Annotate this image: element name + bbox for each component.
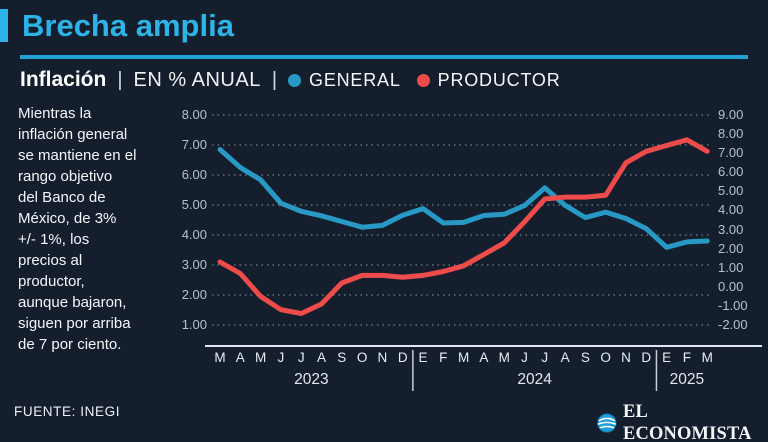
- x-axis-month-label: J: [541, 350, 549, 365]
- source-credit: FUENTE: INEGI: [14, 404, 121, 419]
- publisher-logo: EL ECONOMISTA: [597, 401, 768, 442]
- y-axis-tick-right: 2.00: [718, 240, 744, 256]
- x-axis-month-label: A: [316, 350, 326, 365]
- y-axis-tick-right: 0.00: [718, 278, 744, 294]
- x-axis-month-label: S: [337, 350, 347, 365]
- y-axis-tick-right: 7.00: [718, 145, 744, 161]
- series-line-general: [217, 147, 710, 250]
- el-economista-globe-icon: [597, 413, 617, 433]
- y-axis-tick-left: 3.00: [181, 257, 207, 272]
- x-axis-month-label: S: [580, 350, 590, 365]
- y-axis-tick-left: 4.00: [181, 227, 207, 242]
- x-axis-month-label: J: [521, 350, 528, 365]
- y-axis-tick-right: 9.00: [718, 107, 744, 122]
- general-legend-dot-icon: [288, 73, 302, 87]
- y-axis-tick-right: 6.00: [718, 164, 744, 180]
- series-line-productor: [217, 137, 710, 316]
- y-axis-tick-left: 2.00: [181, 287, 207, 302]
- x-axis-month-label: J: [297, 350, 305, 365]
- x-axis-month-label: M: [498, 350, 510, 365]
- y-axis-tick-right: 4.00: [718, 202, 744, 218]
- title-underline: [20, 55, 748, 59]
- y-axis-tick-right: -2.00: [718, 317, 748, 332]
- x-axis-month-label: O: [600, 350, 611, 365]
- x-axis-month-label: E: [662, 350, 672, 365]
- chart-legend: GENERAL PRODUCTOR: [288, 70, 577, 91]
- legend-item-general: GENERAL: [288, 70, 401, 91]
- x-axis-month-label: E: [418, 350, 428, 365]
- x-axis-month-label: N: [377, 350, 388, 365]
- y-axis-tick-right: 5.00: [718, 183, 744, 199]
- x-axis-month-label: J: [277, 350, 285, 365]
- y-axis-tick-right: -1.00: [718, 297, 748, 313]
- legend-label: PRODUCTOR: [437, 69, 561, 90]
- x-axis-month-label: M: [214, 350, 226, 365]
- x-axis-year-label: 2025: [669, 371, 705, 388]
- page-title: Brecha amplia: [22, 8, 234, 43]
- y-axis-tick-right: 8.00: [718, 126, 744, 142]
- publisher-name: EL ECONOMISTA: [622, 401, 752, 442]
- x-axis-month-label: M: [254, 350, 267, 365]
- x-axis-month-label: D: [641, 350, 652, 365]
- y-axis-tick-left: 8.00: [181, 107, 207, 122]
- legend-label: GENERAL: [309, 69, 401, 90]
- y-axis-tick-left: 6.00: [181, 167, 207, 182]
- subtitle-separator: |: [117, 68, 123, 91]
- y-axis-tick-right: 3.00: [718, 221, 744, 237]
- chart-annotation-text: Mientras la inflación general se mantien…: [18, 105, 137, 353]
- x-axis-month-label: M: [701, 350, 713, 365]
- x-axis-year-label: 2023: [294, 371, 329, 388]
- chart-subtitle-row: Inflación | EN % ANUAL | GENERAL PRODUCTO…: [20, 67, 577, 93]
- chart-subject-label: Inflación: [20, 68, 107, 91]
- subtitle-separator: |: [271, 68, 278, 91]
- productor-legend-dot-icon: [416, 73, 430, 87]
- y-axis-tick-right: 1.00: [718, 259, 744, 275]
- legend-item-productor: PRODUCTOR: [416, 69, 561, 91]
- x-axis-month-label: F: [682, 350, 692, 365]
- x-axis-month-label: O: [356, 350, 368, 365]
- y-axis-tick-left: 7.00: [181, 137, 207, 152]
- x-axis-year-label: 2024: [517, 371, 552, 388]
- title-accent-bar: [0, 9, 8, 42]
- x-axis-month-label: D: [397, 350, 408, 365]
- x-axis-month-label: A: [560, 350, 570, 365]
- y-axis-tick-left: 5.00: [181, 197, 207, 212]
- y-axis-tick-left: 1.00: [181, 317, 207, 332]
- x-axis-month-label: M: [457, 350, 470, 365]
- x-axis-month-label: F: [439, 350, 448, 365]
- x-axis-month-label: A: [235, 350, 245, 365]
- chart-units-label: EN % ANUAL: [133, 68, 261, 91]
- x-axis-month-label: A: [479, 350, 489, 365]
- x-axis-month-label: N: [621, 350, 631, 365]
